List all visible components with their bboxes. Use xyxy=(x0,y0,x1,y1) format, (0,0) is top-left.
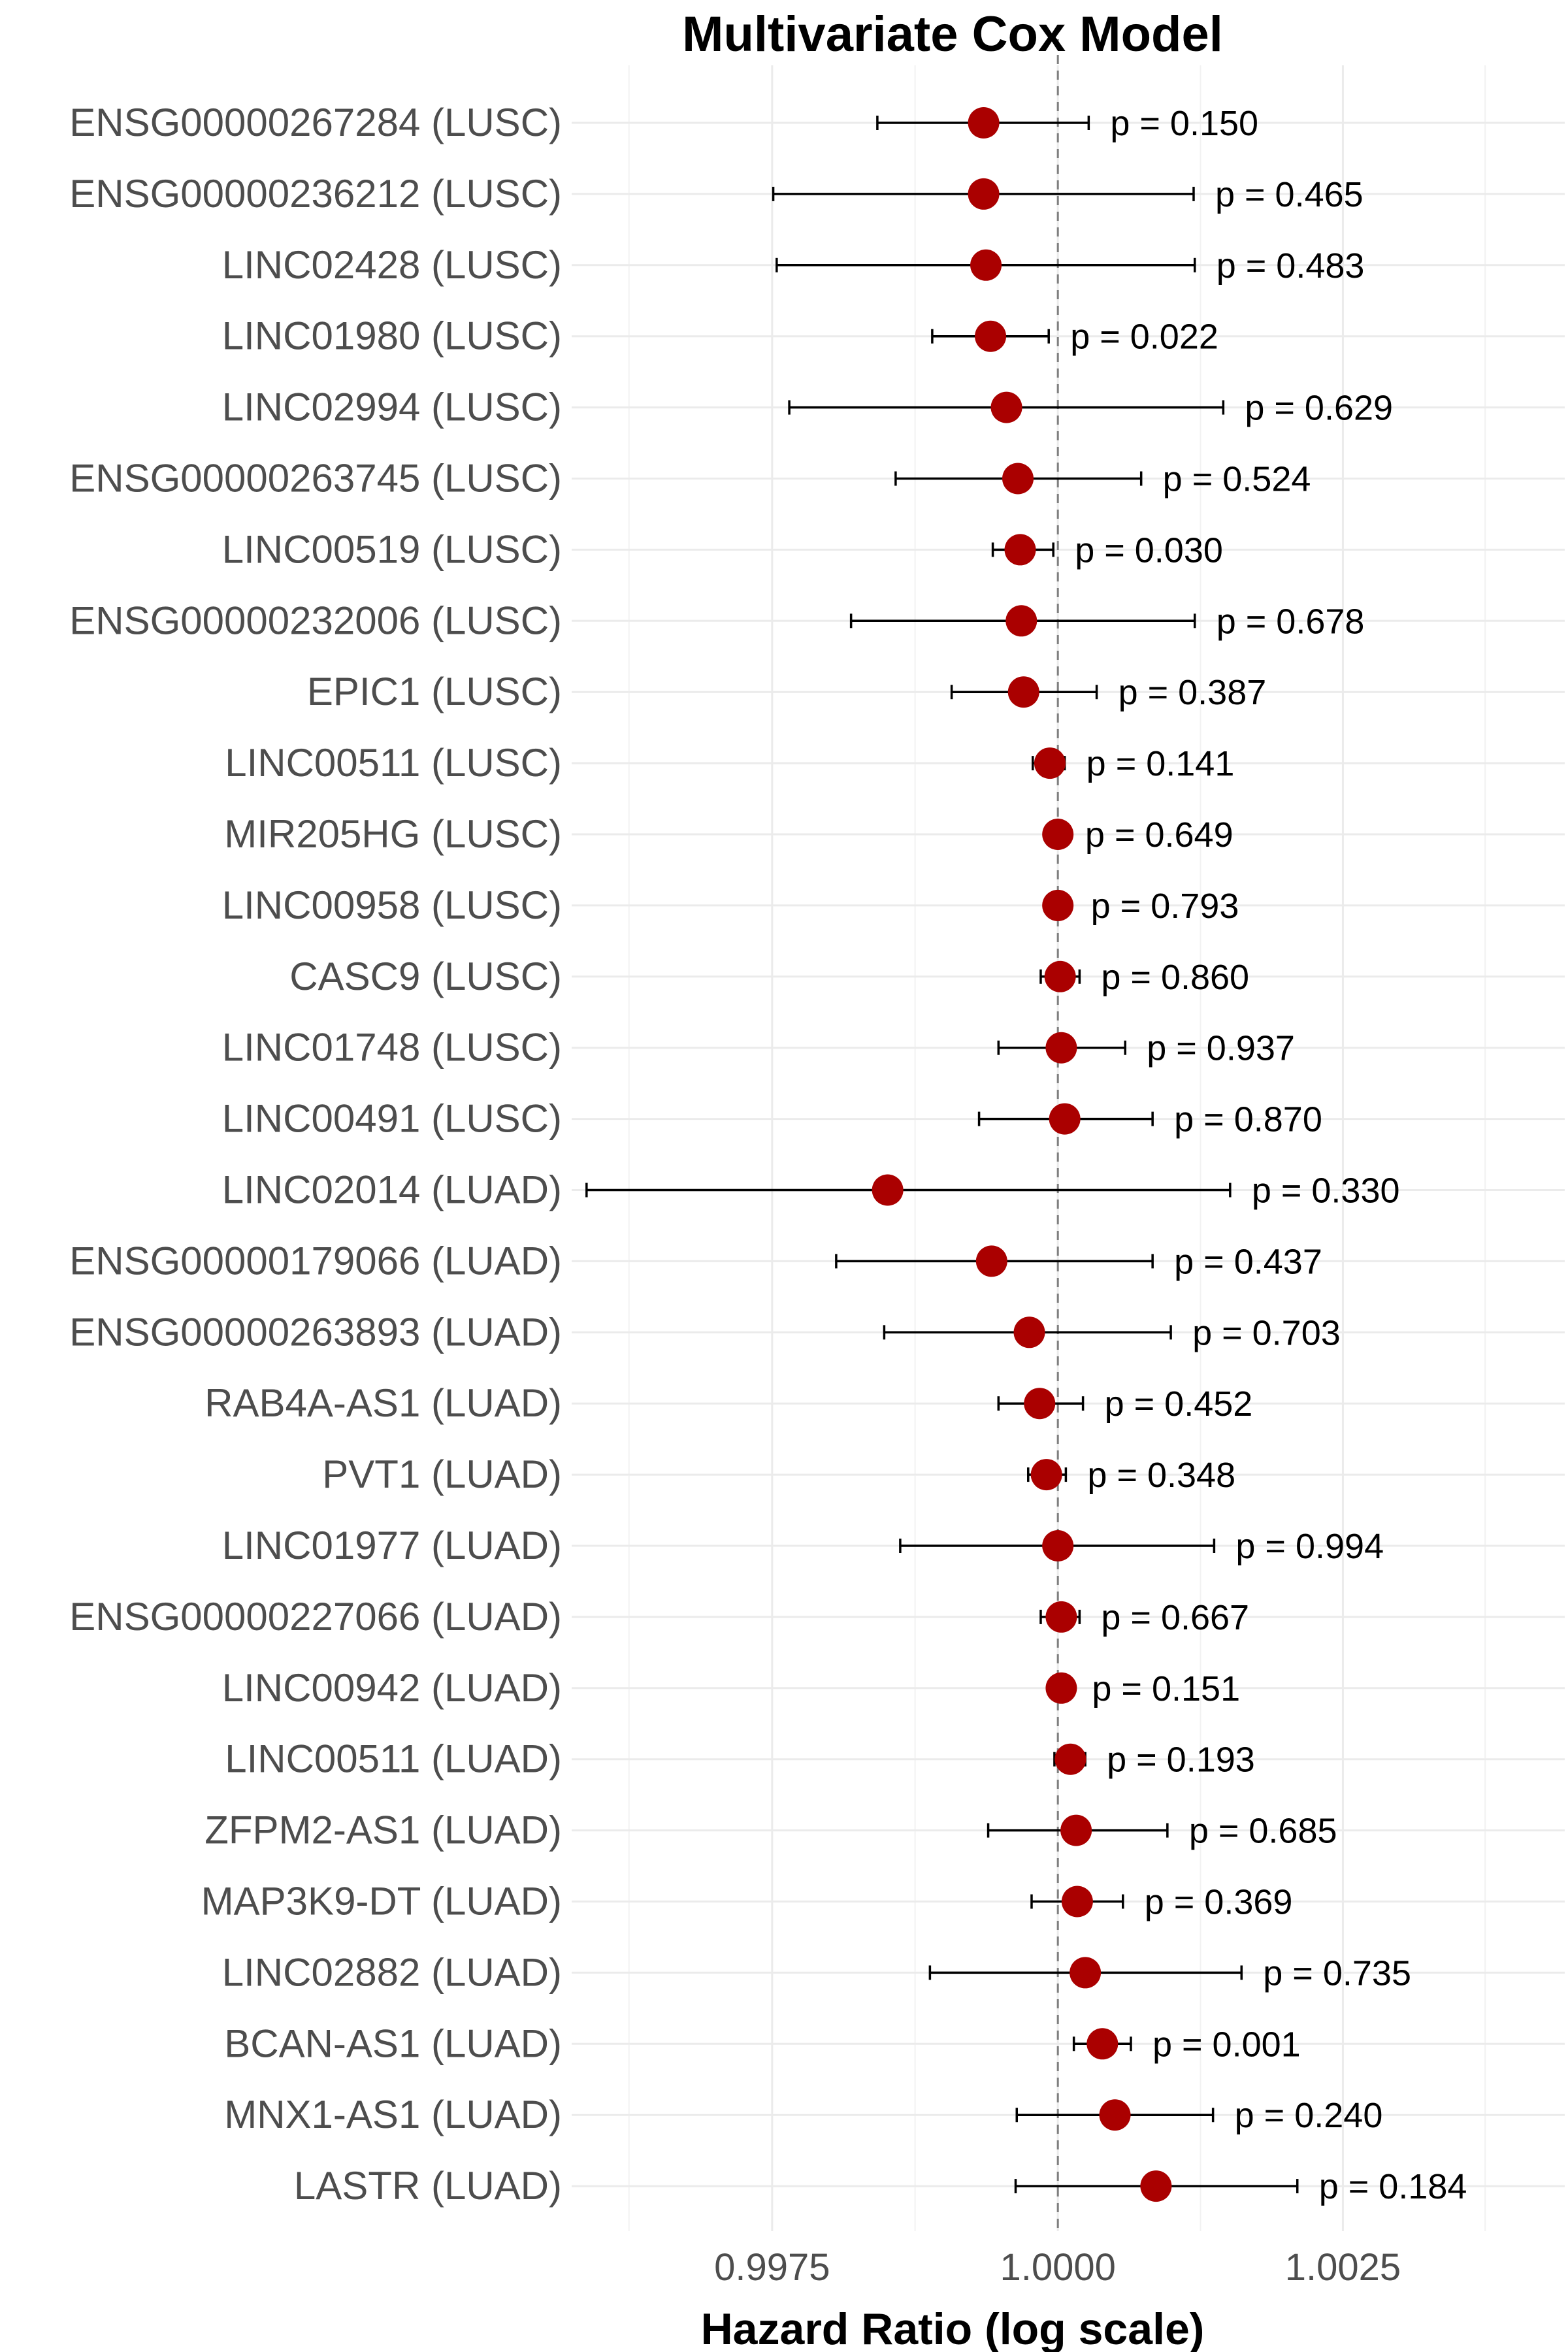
chart-title: Multivariate Cox Model xyxy=(682,7,1223,62)
p-value-label: p = 0.184 xyxy=(1319,2167,1467,2206)
p-value-label: p = 0.678 xyxy=(1217,602,1365,641)
p-value-label: p = 0.452 xyxy=(1105,1384,1253,1424)
hazard-ratio-point xyxy=(1007,676,1039,708)
hazard-ratio-point xyxy=(1030,1459,1062,1491)
row-label: ENSG00000263893 (LUAD) xyxy=(69,1310,562,1354)
p-value-label: p = 0.141 xyxy=(1086,744,1235,783)
hazard-ratio-point xyxy=(1070,1957,1102,1989)
hazard-ratio-point xyxy=(1042,1530,1074,1561)
hazard-ratio-point xyxy=(970,249,1002,281)
hazard-ratio-point xyxy=(1034,747,1066,779)
x-tick-label: 1.0000 xyxy=(1000,2246,1115,2289)
row-label: LASTR (LUAD) xyxy=(294,2164,562,2208)
hazard-ratio-point xyxy=(1054,1743,1086,1775)
p-value-label: p = 0.437 xyxy=(1174,1242,1322,1281)
hazard-ratio-point xyxy=(1045,1672,1077,1704)
hazard-ratio-point xyxy=(1045,1601,1077,1633)
row-label: MNX1-AS1 (LUAD) xyxy=(224,2093,562,2136)
hazard-ratio-point xyxy=(1049,1103,1081,1135)
row-label: ZFPM2-AS1 (LUAD) xyxy=(204,1808,562,1852)
row-label: LINC02428 (LUSC) xyxy=(222,243,562,287)
x-axis-title: Hazard Ratio (log scale) xyxy=(701,2304,1205,2352)
p-value-label: p = 0.022 xyxy=(1070,318,1218,357)
hazard-ratio-point xyxy=(990,391,1022,423)
hazard-ratio-point xyxy=(1042,819,1074,850)
row-label: ENSG00000232006 (LUSC) xyxy=(69,598,562,642)
p-value-label: p = 0.735 xyxy=(1263,1953,1411,1993)
hazard-ratio-point xyxy=(968,178,1000,210)
hazard-ratio-point xyxy=(968,107,1000,139)
row-label: LINC00491 (LUSC) xyxy=(222,1097,562,1141)
p-value-label: p = 0.151 xyxy=(1092,1669,1240,1708)
hazard-ratio-point xyxy=(1004,534,1036,566)
hazard-ratio-point xyxy=(1044,960,1076,992)
hazard-ratio-point xyxy=(1042,889,1074,921)
p-value-label: p = 0.703 xyxy=(1192,1313,1341,1352)
row-label: BCAN-AS1 (LUAD) xyxy=(224,2021,562,2065)
row-label: LINC01980 (LUSC) xyxy=(222,314,562,358)
p-value-label: p = 0.193 xyxy=(1107,1740,1255,1780)
p-value-label: p = 0.387 xyxy=(1119,673,1267,712)
hazard-ratio-point xyxy=(975,1245,1007,1277)
p-value-label: p = 0.030 xyxy=(1075,531,1223,570)
p-value-label: p = 0.330 xyxy=(1252,1171,1400,1211)
row-label: MAP3K9-DT (LUAD) xyxy=(201,1880,562,1923)
p-value-label: p = 0.667 xyxy=(1101,1598,1249,1637)
hazard-ratio-point xyxy=(1060,1814,1092,1846)
hazard-ratio-point xyxy=(1045,1032,1077,1064)
p-value-label: p = 0.793 xyxy=(1091,887,1239,926)
p-value-label: p = 0.348 xyxy=(1087,1456,1235,1495)
p-value-label: p = 0.860 xyxy=(1101,958,1249,997)
row-label: ENSG00000263745 (LUSC) xyxy=(69,457,562,500)
p-value-label: p = 0.369 xyxy=(1145,1883,1293,1922)
hazard-ratio-point xyxy=(1086,2028,1119,2060)
p-value-label: p = 0.150 xyxy=(1110,104,1258,143)
row-label: MIR205HG (LUSC) xyxy=(224,812,562,856)
p-value-label: p = 0.937 xyxy=(1147,1029,1295,1068)
row-label: ENSG00000227066 (LUAD) xyxy=(69,1595,562,1639)
p-value-label: p = 0.870 xyxy=(1174,1100,1322,1139)
p-value-label: p = 0.240 xyxy=(1235,2096,1383,2135)
row-label: LINC00511 (LUSC) xyxy=(225,741,562,785)
row-label: EPIC1 (LUSC) xyxy=(307,670,562,713)
hazard-ratio-point xyxy=(975,320,1007,352)
row-label: LINC00519 (LUSC) xyxy=(222,527,562,571)
p-value-label: p = 0.994 xyxy=(1235,1527,1384,1566)
p-value-label: p = 0.629 xyxy=(1245,389,1393,428)
p-value-label: p = 0.685 xyxy=(1189,1812,1337,1851)
p-value-label: p = 0.001 xyxy=(1152,2025,1301,2064)
row-label: LINC00958 (LUSC) xyxy=(222,883,562,927)
row-label: ENSG00000236212 (LUSC) xyxy=(69,172,562,216)
row-label: LINC02014 (LUAD) xyxy=(222,1168,562,1212)
hazard-ratio-point xyxy=(1099,2099,1131,2131)
row-label: LINC00942 (LUAD) xyxy=(222,1666,562,1710)
row-label: ENSG00000179066 (LUAD) xyxy=(69,1239,562,1282)
hazard-ratio-point xyxy=(1140,2170,1172,2202)
row-label: LINC01748 (LUSC) xyxy=(222,1026,562,1070)
p-value-label: p = 0.483 xyxy=(1217,246,1365,286)
p-value-label: p = 0.465 xyxy=(1215,175,1364,214)
hazard-ratio-point xyxy=(872,1174,904,1206)
x-tick-label: 0.9975 xyxy=(714,2246,830,2289)
hazard-ratio-point xyxy=(1002,463,1034,495)
row-label: PVT1 (LUAD) xyxy=(322,1452,562,1496)
row-label: CASC9 (LUSC) xyxy=(289,955,562,998)
hazard-ratio-point xyxy=(1005,605,1037,637)
row-label: LINC00511 (LUAD) xyxy=(225,1737,562,1781)
row-label: RAB4A-AS1 (LUAD) xyxy=(204,1381,562,1425)
hazard-ratio-point xyxy=(1024,1388,1056,1420)
row-label: LINC01977 (LUAD) xyxy=(222,1524,562,1567)
hazard-ratio-point xyxy=(1061,1886,1093,1918)
p-value-label: p = 0.524 xyxy=(1163,460,1311,499)
row-label: ENSG00000267284 (LUSC) xyxy=(69,101,562,144)
x-tick-label: 1.0025 xyxy=(1285,2246,1401,2289)
row-label: LINC02994 (LUSC) xyxy=(222,385,562,429)
p-value-label: p = 0.649 xyxy=(1085,815,1233,855)
hazard-ratio-point xyxy=(1013,1316,1045,1348)
row-label: LINC02882 (LUAD) xyxy=(222,1950,562,1994)
